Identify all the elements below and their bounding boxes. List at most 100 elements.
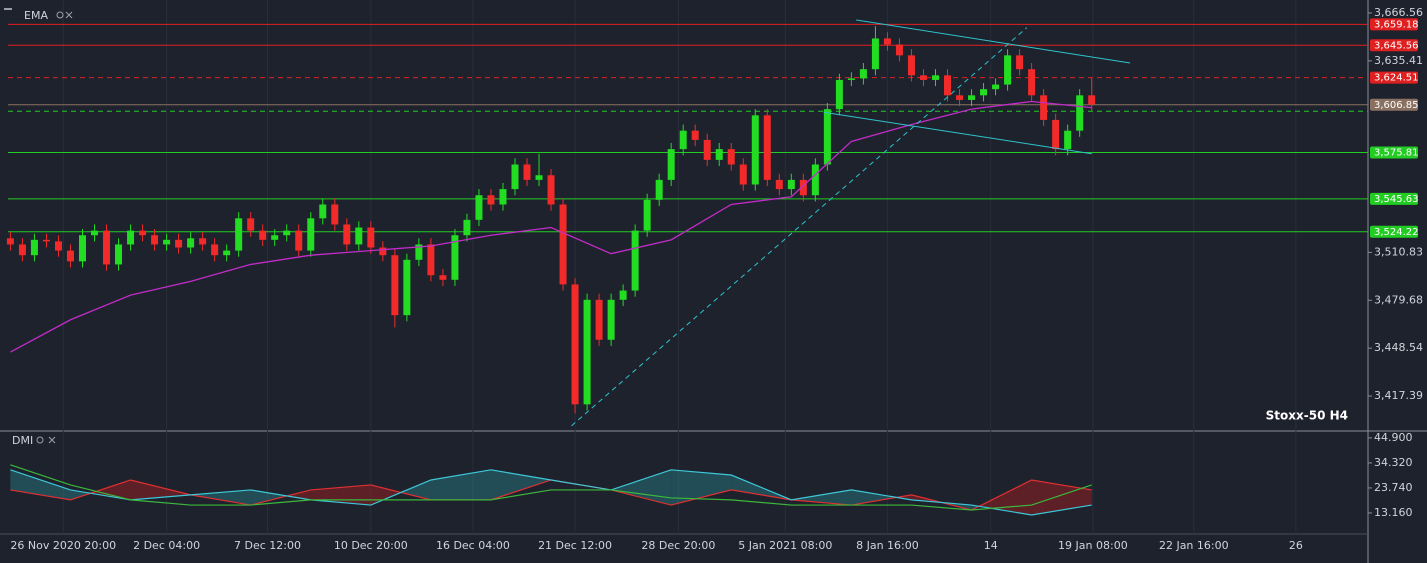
y-tick-label: 23.740 [1374, 481, 1413, 494]
candle-body [235, 218, 243, 251]
candle-body [78, 235, 86, 262]
candle-body [811, 164, 819, 196]
dmi-fill [130, 479, 191, 500]
indicator-label[interactable]: DMI [12, 434, 33, 447]
candle-body [115, 244, 123, 265]
candle-body [619, 290, 627, 300]
candle-body [859, 69, 867, 79]
dmi-fill [250, 489, 287, 506]
candle-body [163, 239, 171, 245]
price-badge [1370, 192, 1418, 205]
price-badge [1370, 39, 1418, 52]
candle-body [307, 218, 315, 251]
candle-body [451, 235, 459, 280]
candle-body [595, 299, 603, 340]
plot [6, 19, 1368, 516]
price-badge-label: 3,524.22 [1374, 227, 1419, 238]
candle-body [499, 189, 507, 205]
candle-body [247, 218, 255, 231]
candle-body [1040, 95, 1048, 120]
candle-body [343, 224, 351, 245]
candle-body [367, 227, 375, 248]
dmi-fill [286, 489, 311, 500]
candle-body [415, 244, 423, 260]
close-icon[interactable] [48, 436, 56, 444]
dmi-fill [791, 489, 852, 506]
candle-body [1016, 55, 1024, 70]
y-tick-label: 13.160 [1374, 506, 1413, 519]
candle-body [391, 255, 399, 316]
candle-body [799, 179, 807, 196]
x-tick-label: 7 Dec 12:00 [234, 539, 301, 552]
candle-body [295, 230, 303, 251]
candle-body [66, 250, 74, 262]
candle-body [175, 239, 183, 248]
candle-body [631, 230, 639, 291]
x-tick-label: 28 Dec 20:00 [641, 539, 715, 552]
price-badge [1370, 71, 1418, 84]
y-tick-label: 3,417.39 [1374, 389, 1423, 402]
dmi-fill [430, 469, 491, 500]
candle-body [475, 195, 483, 220]
price-badge [1370, 146, 1418, 159]
y-tick-label: 34.320 [1374, 456, 1413, 469]
candle-body [691, 130, 699, 140]
candle-body [91, 230, 99, 236]
candle-body [1028, 69, 1036, 96]
x-tick-label: 26 Nov 2020 20:00 [10, 539, 116, 552]
candle-body [715, 149, 723, 160]
x-tick-label: 8 Jan 16:00 [856, 539, 919, 552]
trendline [823, 111, 1092, 155]
candle-body [751, 115, 759, 185]
dmi-fill [851, 489, 897, 506]
candle-body [1004, 55, 1012, 85]
dmi-fill [896, 494, 912, 500]
x-tick-label: 21 Dec 12:00 [538, 539, 612, 552]
y-tick-label: 3,666.56 [1374, 6, 1423, 19]
settings-icon[interactable] [36, 436, 44, 444]
x-tick-label: 14 [984, 539, 998, 552]
candle-body [403, 259, 411, 316]
candle-body [895, 44, 903, 56]
candle-body [54, 241, 62, 251]
candle-body [823, 109, 831, 165]
price-badge-label: 3,606.85 [1374, 100, 1419, 111]
collapse-icon[interactable] [4, 8, 12, 10]
candle-body [283, 230, 291, 236]
candle-body [643, 199, 651, 231]
candle-body [775, 179, 783, 190]
dmi-fill [1031, 479, 1092, 515]
indicator-label[interactable]: EMA [24, 9, 48, 22]
candle-body [6, 238, 14, 245]
candle-body [739, 164, 747, 185]
dmi-line [10, 464, 1092, 511]
candle-body [271, 235, 279, 240]
candle-body [1064, 130, 1072, 150]
x-tick-label: 26 [1289, 539, 1303, 552]
candle-body [535, 175, 543, 180]
candle-body [211, 244, 219, 256]
candle-body [583, 299, 591, 405]
candle-body [679, 130, 687, 150]
candle-body [379, 247, 387, 256]
candle-body [727, 149, 735, 165]
candle-body [1076, 95, 1084, 131]
candle-body [787, 179, 795, 190]
candle-body [463, 219, 471, 236]
candle-body [259, 230, 267, 240]
trendline [856, 19, 1131, 64]
x-tick-label: 10 Dec 20:00 [334, 539, 408, 552]
dmi-line [10, 469, 1092, 516]
close-icon[interactable] [65, 11, 73, 19]
ema-line [10, 100, 1092, 353]
dmi-fill [490, 469, 552, 500]
candle-body [607, 299, 615, 340]
candle-body [571, 284, 579, 405]
candle-body [968, 95, 976, 100]
candle-body [655, 179, 663, 200]
candle-body [559, 204, 567, 285]
settings-icon[interactable] [56, 11, 64, 19]
candle-body [511, 164, 519, 190]
candle-body [847, 78, 855, 80]
